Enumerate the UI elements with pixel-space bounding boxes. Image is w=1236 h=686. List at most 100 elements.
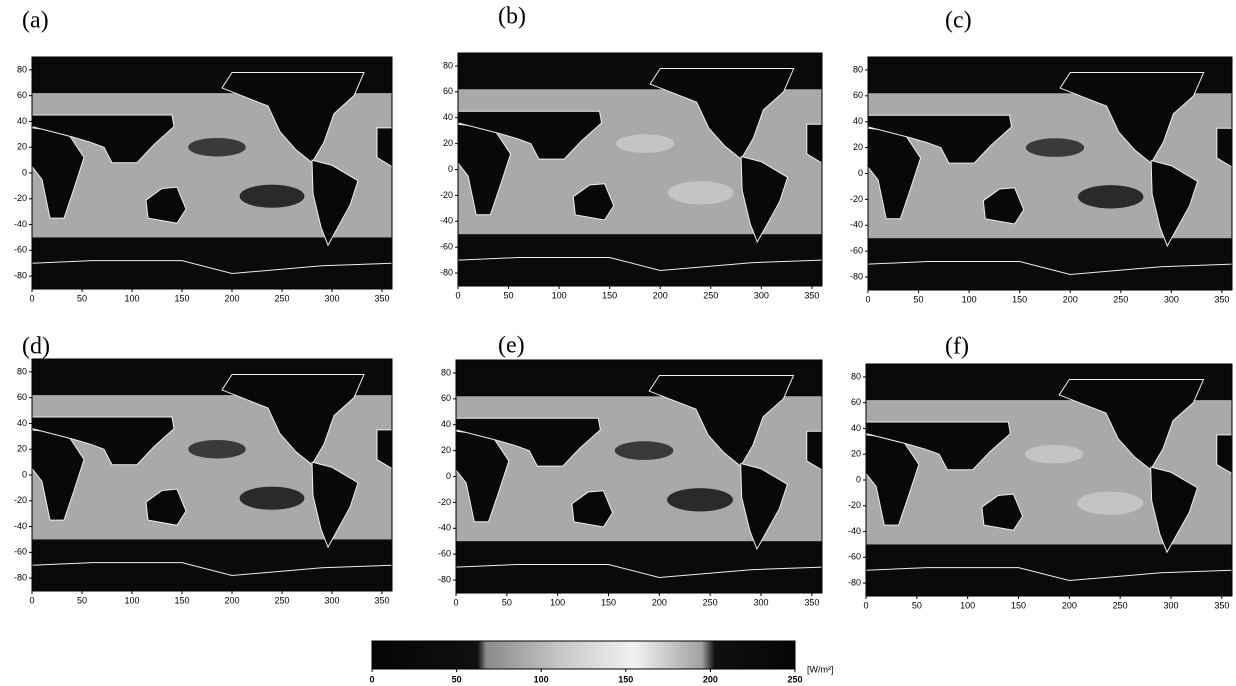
y-tick-label: 80: [17, 366, 27, 376]
y-tick-label: -60: [438, 549, 451, 559]
colorbar-tick-label: 0: [369, 674, 374, 684]
x-tick-label: 250: [703, 597, 718, 607]
land: [311, 461, 359, 549]
land: [31, 127, 85, 219]
panel-title: (e): [498, 333, 525, 359]
y-tick-label: -20: [438, 497, 451, 507]
coastline: [31, 260, 393, 275]
x-tick-label: 200: [224, 293, 239, 303]
y-tick-label: 80: [17, 64, 27, 74]
map: [31, 359, 393, 591]
y-tick-label: 20: [17, 444, 27, 454]
land: [1059, 72, 1205, 164]
land: [311, 159, 359, 247]
x-tick-label: 250: [1113, 600, 1128, 610]
y-tick-label: 80: [851, 371, 861, 381]
y-tick-label: 80: [443, 60, 453, 70]
land: [221, 71, 365, 164]
y-tick-label: 20: [443, 138, 453, 148]
x-tick-label: 300: [753, 597, 768, 607]
panel-title: (d): [22, 334, 50, 360]
land: [457, 110, 603, 160]
y-tick-label: -20: [14, 193, 27, 203]
land: [455, 417, 601, 467]
x-tick-label: 50: [502, 597, 512, 607]
x-tick-label: 300: [1164, 294, 1179, 304]
y-tick-label: 60: [443, 86, 453, 96]
y-tick-label: -40: [438, 523, 451, 533]
x-tick-label: 50: [504, 290, 514, 300]
y-tick-label: -60: [848, 552, 861, 562]
ocean-feature: [188, 439, 246, 459]
y-tick-label: -80: [850, 271, 863, 281]
panel-title: (c): [945, 8, 972, 34]
land: [31, 416, 175, 466]
x-tick-label: 150: [601, 597, 616, 607]
y-tick-label: -40: [850, 220, 863, 230]
x-tick-label: 350: [374, 595, 389, 605]
land: [1150, 159, 1199, 248]
coastline: [865, 567, 1233, 582]
y-tick-label: 40: [441, 419, 451, 429]
land: [981, 493, 1024, 531]
land: [145, 186, 187, 224]
land: [221, 373, 365, 466]
y-tick-label: -20: [14, 495, 27, 505]
y-tick-label: -40: [14, 521, 27, 531]
colorbar-tick-label: 50: [452, 674, 462, 684]
x-tick-label: 100: [124, 595, 139, 605]
y-tick-label: 0: [856, 474, 861, 484]
ocean-feature: [239, 486, 305, 510]
y-tick-label: 0: [448, 164, 453, 174]
y-tick-label: -60: [850, 246, 863, 256]
land: [865, 434, 920, 526]
y-tick-label: -80: [438, 574, 451, 584]
y-tick-label: -80: [848, 577, 861, 587]
y-tick-label: 40: [443, 112, 453, 122]
land: [649, 68, 795, 160]
y-tick-label: 40: [17, 116, 27, 126]
land: [571, 490, 614, 528]
x-tick-label: 150: [174, 595, 189, 605]
y-tick-label: 0: [446, 471, 451, 481]
x-tick-label: 100: [962, 294, 977, 304]
x-tick-label: 100: [550, 597, 565, 607]
land: [31, 429, 85, 521]
land: [145, 488, 187, 526]
ocean-feature: [667, 181, 734, 205]
y-tick-label: 60: [851, 397, 861, 407]
colorbar-tick-label: 200: [703, 674, 718, 684]
x-tick-label: 0: [865, 294, 870, 304]
coastline: [455, 564, 823, 578]
y-tick-label: 0: [22, 167, 27, 177]
x-tick-label: 250: [274, 293, 289, 303]
y-tick-label: -20: [850, 194, 863, 204]
x-tick-label: 50: [77, 293, 87, 303]
x-tick-label: 50: [914, 294, 924, 304]
x-tick-label: 0: [453, 597, 458, 607]
y-tick-label: 0: [22, 469, 27, 479]
x-tick-label: 150: [174, 293, 189, 303]
ocean-feature: [615, 134, 675, 153]
x-tick-label: 300: [324, 595, 339, 605]
x-tick-label: 0: [29, 293, 34, 303]
y-tick-label: -40: [440, 216, 453, 226]
land: [457, 123, 512, 216]
coastline: [31, 562, 393, 577]
x-tick-label: 100: [552, 290, 567, 300]
coastline: [867, 261, 1233, 275]
colorbar-tick-label: 150: [618, 674, 633, 684]
panel-title: (a): [22, 8, 49, 34]
y-tick-label: -80: [14, 572, 27, 582]
ocean-feature: [1025, 138, 1085, 157]
x-tick-label: 200: [652, 597, 667, 607]
ocean-feature: [239, 184, 305, 208]
map: [867, 57, 1233, 290]
land: [982, 187, 1025, 225]
y-tick-label: 20: [441, 445, 451, 455]
y-tick-label: 20: [851, 449, 861, 459]
ocean-feature: [614, 441, 674, 460]
map: [865, 364, 1233, 596]
